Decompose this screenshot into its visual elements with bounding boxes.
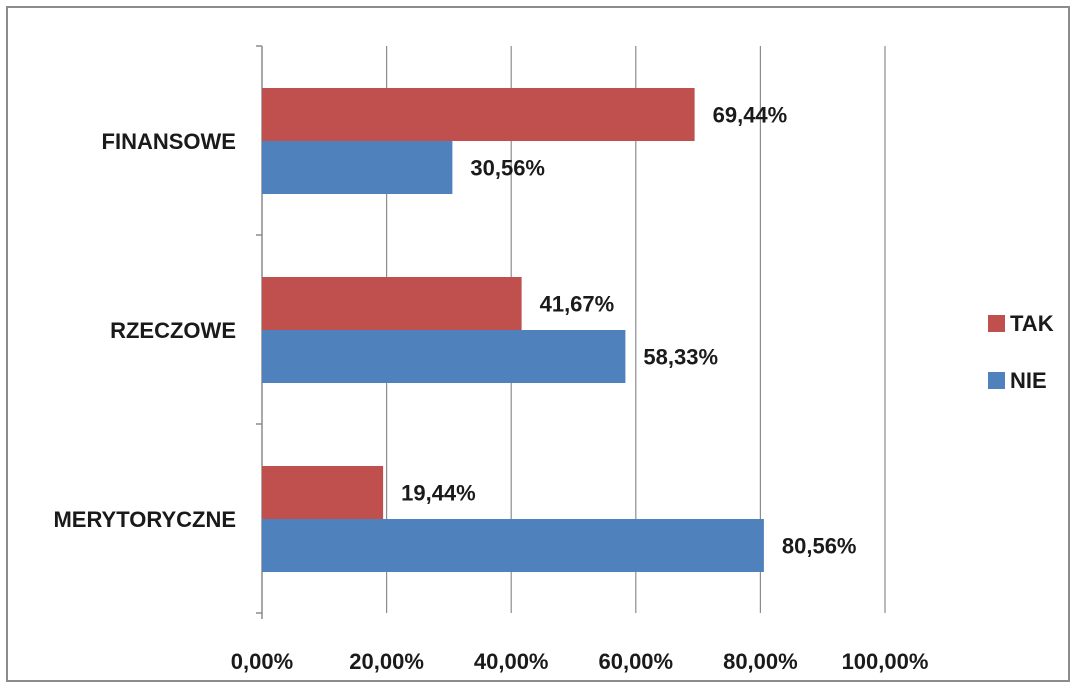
bar-nie <box>262 519 764 572</box>
bar-nie <box>262 141 453 194</box>
legend-label: TAK <box>1010 311 1054 336</box>
data-label: 30,56% <box>470 156 545 181</box>
legend-label: NIE <box>1010 368 1047 393</box>
category-label: MERYTORYCZNE <box>53 507 236 532</box>
x-tick-label: 40,00% <box>474 649 549 674</box>
data-label: 58,33% <box>643 345 718 370</box>
x-tick-label: 100,00% <box>842 649 929 674</box>
bar-tak <box>262 466 384 519</box>
legend-swatch-nie <box>988 372 1005 389</box>
bar-tak <box>262 88 695 141</box>
data-label: 41,67% <box>540 292 615 317</box>
data-label: 80,56% <box>782 534 857 559</box>
bar-nie <box>262 330 626 383</box>
data-label: 19,44% <box>401 481 476 506</box>
category-label: RZECZOWE <box>110 318 236 343</box>
bar-tak <box>262 277 522 330</box>
x-tick-label: 20,00% <box>349 649 424 674</box>
category-label: FINANSOWE <box>102 129 236 154</box>
x-tick-label: 0,00% <box>231 649 293 674</box>
x-tick-label: 60,00% <box>598 649 673 674</box>
data-label: 69,44% <box>713 103 788 128</box>
legend-swatch-tak <box>988 315 1005 332</box>
x-tick-label: 80,00% <box>723 649 798 674</box>
